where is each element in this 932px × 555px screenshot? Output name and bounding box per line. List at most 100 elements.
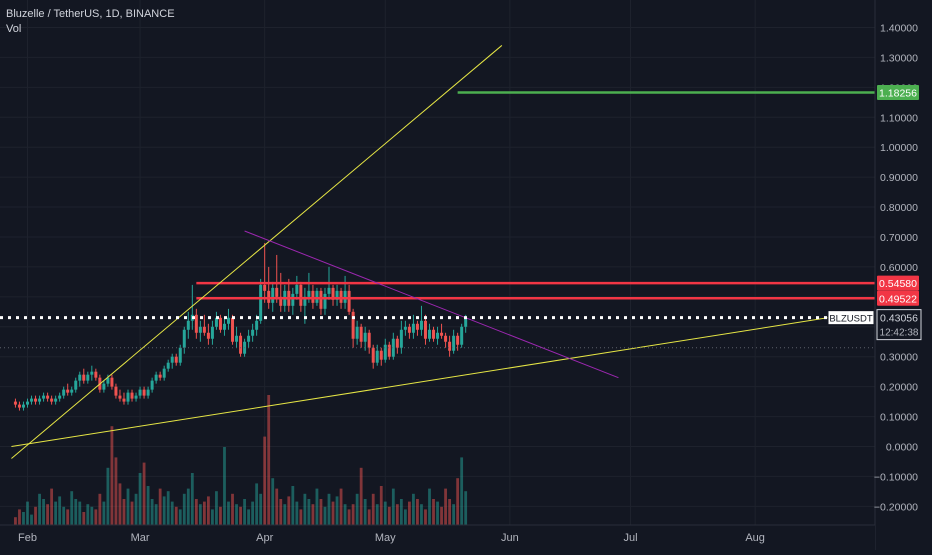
volume-bar xyxy=(202,501,206,525)
x-tick-label: Jun xyxy=(501,532,519,544)
volume-bar xyxy=(440,506,443,525)
candle-body xyxy=(367,332,371,348)
volume-bar xyxy=(251,501,255,525)
volume-bar xyxy=(275,488,279,525)
candle xyxy=(331,284,335,306)
volume-bar xyxy=(130,501,134,525)
trend-lines xyxy=(11,45,828,459)
volume-bar xyxy=(134,493,138,525)
volume-bar xyxy=(78,501,82,525)
volume-bar xyxy=(391,488,395,525)
candle-body xyxy=(407,326,411,333)
candle xyxy=(363,326,367,351)
y-tick-label: 0.20000 xyxy=(880,382,918,394)
volume-bar xyxy=(263,436,267,525)
candle-body xyxy=(214,317,218,327)
volume-indicator-label[interactable]: Vol xyxy=(6,23,22,35)
volume-bar xyxy=(142,462,146,525)
volume-bar xyxy=(110,426,114,525)
candle-body xyxy=(66,389,70,393)
candle xyxy=(38,395,42,405)
candle xyxy=(66,383,70,396)
candle xyxy=(235,326,239,348)
candle xyxy=(407,323,411,339)
volume-bar xyxy=(403,509,407,525)
volume-bar xyxy=(227,501,230,525)
candle-body xyxy=(146,389,150,396)
volume-bar xyxy=(319,499,323,525)
candle xyxy=(182,326,186,354)
candle-body xyxy=(17,404,21,408)
candle xyxy=(34,395,38,405)
volume-bar xyxy=(363,499,367,525)
candle xyxy=(399,320,403,354)
candle-body xyxy=(42,395,46,399)
candle xyxy=(259,278,263,324)
volume-bar xyxy=(271,478,275,525)
volume-bar xyxy=(62,506,66,525)
candle-body xyxy=(174,356,178,363)
volume-bar xyxy=(66,509,70,525)
y-tick-label: 0.0000 xyxy=(886,442,918,454)
volume-bar xyxy=(375,504,379,525)
candle-body xyxy=(70,389,74,393)
candle-body xyxy=(399,329,403,348)
volume-bar xyxy=(182,493,186,525)
volume-bar xyxy=(190,473,194,525)
candle-body xyxy=(218,317,222,330)
candle-body xyxy=(94,371,98,378)
candle xyxy=(186,311,190,339)
candle xyxy=(118,389,122,402)
volume-bar xyxy=(178,509,182,525)
volume-bar xyxy=(138,473,142,525)
candle xyxy=(335,284,339,306)
candle-body xyxy=(379,350,383,360)
symbol-title[interactable]: Bluzelle / TetherUS, 1D, BINANCE xyxy=(6,8,175,20)
resistance-trendline xyxy=(244,230,619,379)
candle xyxy=(110,374,114,390)
candle xyxy=(174,353,178,366)
candle-body xyxy=(335,290,339,300)
volume-bar xyxy=(74,499,78,525)
volume-bar xyxy=(339,488,343,525)
candle-body xyxy=(130,392,134,399)
y-tick-label: 1.00000 xyxy=(880,142,918,154)
candle-body xyxy=(106,377,110,384)
volume-bar xyxy=(371,493,375,525)
candle xyxy=(138,386,142,399)
candle xyxy=(279,272,283,312)
volume-bar xyxy=(387,506,391,525)
volume-bar xyxy=(170,501,174,525)
candle-body xyxy=(186,320,190,330)
candle xyxy=(158,371,162,381)
candle-body xyxy=(387,344,391,357)
candle xyxy=(231,314,235,345)
candle xyxy=(94,368,98,381)
y-tick-label: 0.10000 xyxy=(880,412,918,424)
volume-bar xyxy=(327,493,331,525)
candle-body xyxy=(90,371,94,375)
candle-body xyxy=(30,398,34,402)
volume-bar xyxy=(231,493,234,525)
volume-bar xyxy=(464,491,468,525)
candle xyxy=(419,305,423,336)
candle xyxy=(355,320,359,345)
candle-body xyxy=(428,329,431,339)
candle-body xyxy=(263,284,267,291)
candle xyxy=(227,308,230,330)
volume-bar xyxy=(448,499,451,525)
volume-bar xyxy=(303,493,307,525)
y-tick-label: 0.90000 xyxy=(880,172,918,184)
candle xyxy=(214,311,218,330)
candle-body xyxy=(440,332,444,336)
volume-bar xyxy=(166,491,170,525)
volume-bar xyxy=(50,488,54,525)
candle-body xyxy=(279,296,283,306)
candle xyxy=(271,281,275,312)
volume-bar xyxy=(154,504,158,525)
candle-body xyxy=(311,290,315,303)
candle-body xyxy=(82,374,86,381)
volume-bar xyxy=(383,501,387,525)
